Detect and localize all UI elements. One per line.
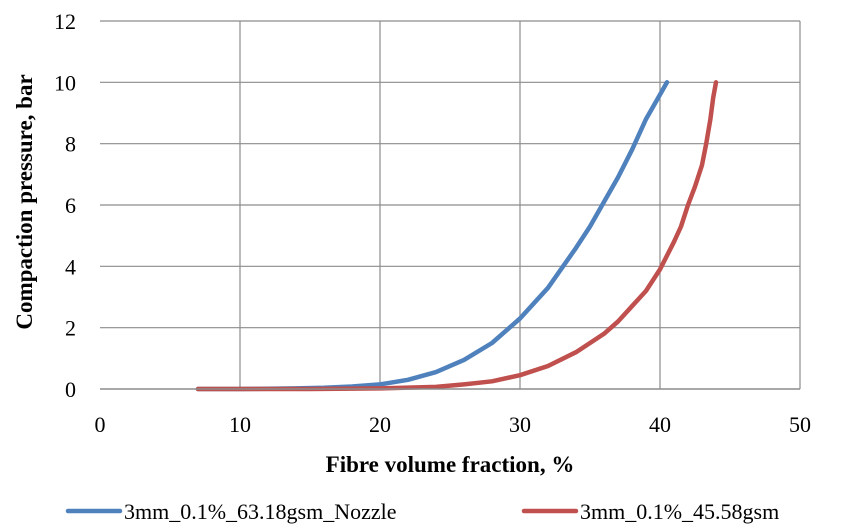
x-tick-label: 50 xyxy=(789,412,811,437)
x-tick-label: 10 xyxy=(229,412,251,437)
x-axis-title: Fibre volume fraction, % xyxy=(326,452,575,477)
y-tick-label: 4 xyxy=(65,254,76,279)
legend-label-1: 3mm_0.1%_63.18gsm_Nozzle xyxy=(124,499,397,524)
x-tick-label: 30 xyxy=(509,412,531,437)
legend: 3mm_0.1%_63.18gsm_Nozzle 3mm_0.1%_45.58gs… xyxy=(65,499,779,524)
legend-label-2: 3mm_0.1%_45.58gsm xyxy=(580,499,779,524)
series-line-1 xyxy=(195,80,670,392)
tick-labels: 0 2 4 6 8 10 12 0 10 20 30 40 50 xyxy=(54,9,811,437)
series-line-2 xyxy=(195,80,719,392)
y-tick-label: 6 xyxy=(65,193,76,218)
y-axis-title: Compaction pressure, bar xyxy=(12,74,37,329)
series-lines xyxy=(195,80,719,392)
gridlines xyxy=(100,20,801,389)
x-tick-label: 20 xyxy=(369,412,391,437)
y-tick-label: 12 xyxy=(54,9,76,34)
y-tick-label: 0 xyxy=(65,377,76,402)
x-tick-label: 0 xyxy=(95,412,106,437)
x-tick-label: 40 xyxy=(649,412,671,437)
y-tick-label: 2 xyxy=(65,316,76,341)
y-tick-label: 8 xyxy=(65,132,76,157)
y-tick-label: 10 xyxy=(54,70,76,95)
